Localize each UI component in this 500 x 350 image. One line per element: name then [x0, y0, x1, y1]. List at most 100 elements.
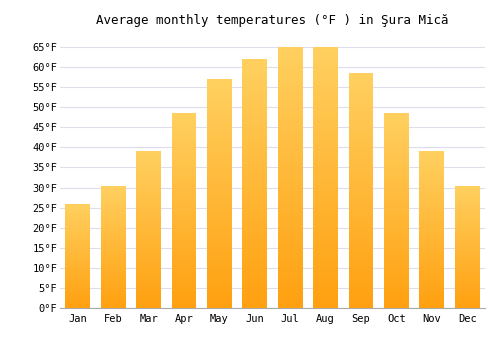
Bar — [348, 245, 374, 247]
Bar — [100, 227, 126, 229]
Bar — [100, 187, 126, 188]
Bar — [384, 261, 409, 263]
Bar — [100, 296, 126, 297]
Bar — [348, 261, 374, 264]
Bar — [278, 186, 302, 188]
Bar — [100, 278, 126, 279]
Bar — [66, 232, 90, 233]
Bar — [384, 220, 409, 222]
Bar — [136, 255, 161, 256]
Bar — [278, 190, 302, 193]
Bar — [136, 208, 161, 209]
Bar — [313, 152, 338, 154]
Bar — [242, 256, 267, 258]
Bar — [207, 262, 232, 265]
Bar — [278, 279, 302, 282]
Bar — [278, 217, 302, 219]
Bar — [100, 222, 126, 224]
Bar — [66, 209, 90, 210]
Bar — [100, 225, 126, 226]
Bar — [455, 206, 479, 208]
Bar — [172, 256, 196, 257]
Bar — [384, 183, 409, 186]
Bar — [172, 203, 196, 205]
Bar — [100, 230, 126, 231]
Bar — [100, 298, 126, 300]
Bar — [66, 248, 90, 250]
Bar — [348, 240, 374, 242]
Bar — [384, 177, 409, 180]
Bar — [348, 226, 374, 228]
Bar — [242, 156, 267, 159]
Bar — [136, 295, 161, 297]
Bar — [420, 252, 444, 253]
Bar — [384, 212, 409, 215]
Bar — [278, 272, 302, 274]
Bar — [313, 52, 338, 55]
Bar — [136, 200, 161, 202]
Bar — [207, 130, 232, 132]
Bar — [348, 181, 374, 183]
Bar — [242, 59, 267, 308]
Bar — [455, 253, 479, 254]
Bar — [242, 303, 267, 306]
Bar — [100, 297, 126, 298]
Bar — [384, 195, 409, 197]
Bar — [384, 193, 409, 195]
Bar — [313, 94, 338, 97]
Bar — [100, 192, 126, 193]
Bar — [172, 228, 196, 230]
Bar — [66, 279, 90, 280]
Bar — [172, 267, 196, 269]
Bar — [207, 216, 232, 219]
Bar — [278, 261, 302, 264]
Bar — [242, 126, 267, 129]
Bar — [348, 78, 374, 80]
Bar — [420, 300, 444, 302]
Bar — [384, 215, 409, 217]
Bar — [66, 218, 90, 219]
Bar — [278, 188, 302, 190]
Bar — [66, 294, 90, 295]
Bar — [172, 174, 196, 176]
Bar — [420, 162, 444, 164]
Bar — [455, 236, 479, 237]
Bar — [242, 283, 267, 286]
Bar — [420, 281, 444, 283]
Bar — [100, 247, 126, 248]
Bar — [172, 232, 196, 234]
Bar — [313, 170, 338, 172]
Bar — [348, 256, 374, 259]
Bar — [172, 201, 196, 203]
Bar — [100, 226, 126, 227]
Bar — [100, 221, 126, 222]
Bar — [455, 225, 479, 226]
Bar — [172, 145, 196, 146]
Bar — [207, 223, 232, 226]
Bar — [136, 289, 161, 291]
Bar — [455, 243, 479, 244]
Bar — [278, 196, 302, 198]
Bar — [207, 256, 232, 258]
Bar — [348, 254, 374, 256]
Bar — [66, 254, 90, 255]
Bar — [100, 195, 126, 197]
Bar — [348, 207, 374, 209]
Bar — [278, 277, 302, 279]
Bar — [313, 157, 338, 159]
Bar — [313, 196, 338, 198]
Bar — [207, 122, 232, 125]
Bar — [100, 215, 126, 216]
Bar — [242, 94, 267, 96]
Bar — [420, 264, 444, 266]
Bar — [384, 201, 409, 203]
Bar — [242, 102, 267, 104]
Bar — [313, 201, 338, 204]
Bar — [384, 205, 409, 207]
Bar — [278, 282, 302, 285]
Bar — [455, 216, 479, 217]
Bar — [136, 181, 161, 183]
Bar — [207, 164, 232, 166]
Bar — [100, 270, 126, 271]
Bar — [207, 143, 232, 146]
